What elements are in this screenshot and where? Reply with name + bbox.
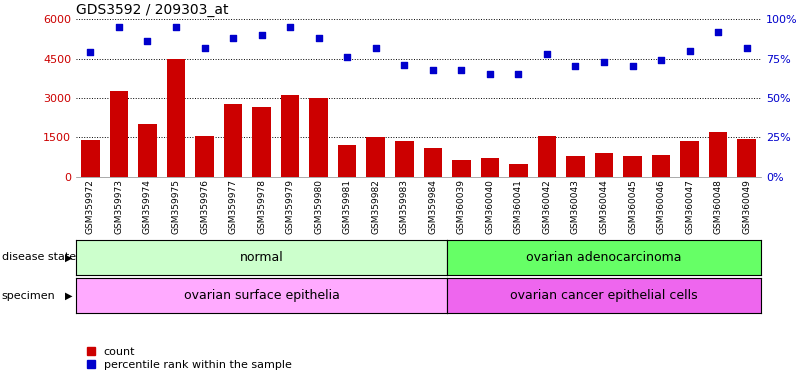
Bar [195,136,214,177]
Bar [623,156,642,177]
Text: disease state: disease state [2,252,76,262]
Point [484,71,497,78]
Point [712,29,725,35]
Point [312,35,325,41]
Bar [309,98,328,177]
Bar [738,139,756,177]
Bar [452,160,471,177]
Bar [81,140,99,177]
Point [198,45,211,51]
Bar [223,104,243,177]
Point [284,24,296,30]
Point [683,48,696,54]
Point [112,24,125,30]
Bar [509,164,528,177]
Bar [566,156,585,177]
Point [569,63,582,70]
Text: specimen: specimen [2,291,55,301]
Text: ovarian cancer epithelial cells: ovarian cancer epithelial cells [510,289,698,302]
Point [256,32,268,38]
Bar [537,136,556,177]
Text: normal: normal [239,251,284,264]
Point [455,66,468,73]
Point [369,45,382,51]
Point [654,57,667,63]
Bar [594,153,614,177]
Point [170,24,183,30]
Bar [138,124,157,177]
Legend: count, percentile rank within the sample: count, percentile rank within the sample [82,342,296,375]
Point [626,63,639,70]
Point [541,51,553,57]
Bar [167,59,185,177]
Point [598,59,610,65]
Bar [338,145,356,177]
Point [426,66,439,73]
Bar [709,132,727,177]
Point [227,35,239,41]
Bar [110,91,128,177]
Text: ovarian surface epithelia: ovarian surface epithelia [183,289,340,302]
Bar [481,158,499,177]
Bar [281,95,300,177]
Bar [252,107,271,177]
Point [84,49,97,55]
Text: GDS3592 / 209303_at: GDS3592 / 209303_at [76,3,228,17]
Bar [395,141,413,177]
Text: ovarian adenocarcinoma: ovarian adenocarcinoma [526,251,682,264]
Text: ▶: ▶ [65,252,72,262]
Point [141,38,154,44]
Bar [680,141,699,177]
Bar [424,148,442,177]
Bar [652,155,670,177]
Bar [366,137,385,177]
Point [340,54,353,60]
Text: ▶: ▶ [65,291,72,301]
Point [398,62,411,68]
Point [512,71,525,78]
Point [740,45,753,51]
